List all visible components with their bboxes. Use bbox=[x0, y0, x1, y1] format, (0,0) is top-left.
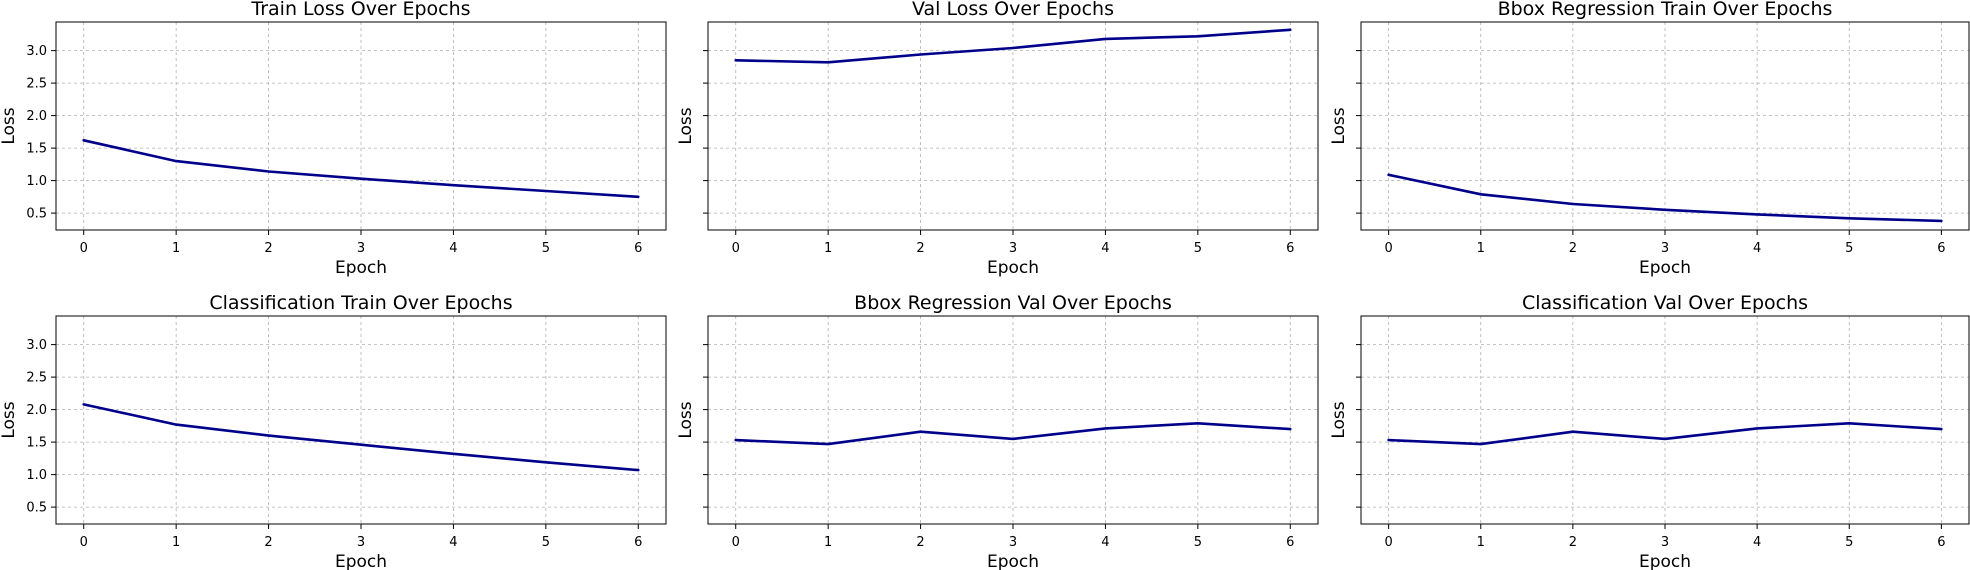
y-tick-label: 2.0 bbox=[26, 109, 47, 124]
x-tick-label: 5 bbox=[1194, 535, 1202, 550]
x-tick-label: 2 bbox=[264, 535, 272, 550]
chart-title: Classification Train Over Epochs bbox=[209, 292, 512, 314]
x-tick-label: 2 bbox=[1569, 241, 1577, 256]
x-tick-label: 4 bbox=[1101, 241, 1109, 256]
x-tick-label: 5 bbox=[542, 535, 550, 550]
x-tick-label: 4 bbox=[1101, 535, 1109, 550]
x-tick-label: 0 bbox=[80, 241, 88, 256]
x-axis-label: Epoch bbox=[1639, 258, 1691, 278]
axes-frame bbox=[707, 21, 1319, 231]
chart-title: Classification Val Over Epochs bbox=[1522, 292, 1808, 314]
chart-panel-3: 0 1 2 3 4 5 6 Bbox Regression Train Over Epochs… bbox=[1329, 0, 1970, 278]
x-tick-label: 1 bbox=[172, 535, 180, 550]
y-axis-label: Loss bbox=[676, 401, 696, 438]
x-tick-label: 1 bbox=[1477, 241, 1485, 256]
y-tick-label: 1.0 bbox=[26, 468, 47, 483]
x-tick-label: 6 bbox=[634, 535, 642, 550]
x-tick-label: 3 bbox=[357, 535, 365, 550]
loss-line bbox=[82, 139, 640, 199]
x-tick-label: 5 bbox=[1845, 241, 1853, 256]
chart-title: Val Loss Over Epochs bbox=[912, 0, 1114, 20]
axes-frame bbox=[1360, 315, 1970, 525]
y-axis-label: Loss bbox=[676, 107, 696, 144]
x-tick-label: 2 bbox=[264, 241, 272, 256]
x-tick-label: 3 bbox=[1661, 535, 1669, 550]
x-tick-label: 1 bbox=[824, 241, 832, 256]
x-tick-label: 6 bbox=[1937, 535, 1945, 550]
x-tick-label: 3 bbox=[1009, 241, 1017, 256]
y-axis-label: Loss bbox=[1329, 107, 1349, 144]
chart-panel-5: 0 1 2 3 4 5 6 Bbox Regression Val Over Epochs Ep… bbox=[676, 292, 1319, 570]
x-tick-label: 1 bbox=[172, 241, 180, 256]
x-tick-label: 0 bbox=[732, 241, 740, 256]
y-tick-label: 2.0 bbox=[26, 403, 47, 418]
chart-panel-4: 0 1 2 3 4 5 6 0.5 1.0 1.5 2.0 2.5 3.0 Classification … bbox=[0, 292, 667, 570]
y-axis-label: Loss bbox=[0, 107, 19, 144]
x-tick-label: 6 bbox=[634, 241, 642, 256]
x-tick-label: 5 bbox=[1845, 535, 1853, 550]
y-axis-label: Loss bbox=[0, 401, 19, 438]
chart-title: Train Loss Over Epochs bbox=[250, 0, 470, 20]
axes-frame bbox=[55, 21, 667, 231]
x-tick-label: 2 bbox=[1569, 535, 1577, 550]
x-tick-label: 6 bbox=[1286, 241, 1294, 256]
axes-frame bbox=[55, 315, 667, 525]
x-tick-label: 5 bbox=[542, 241, 550, 256]
y-tick-label: 3.0 bbox=[26, 44, 47, 59]
x-tick-label: 0 bbox=[1384, 241, 1392, 256]
y-axis-label: Loss bbox=[1329, 401, 1349, 438]
y-tick-label: 1.5 bbox=[26, 436, 47, 451]
x-axis-label: Epoch bbox=[335, 258, 387, 278]
x-tick-label: 5 bbox=[1194, 241, 1202, 256]
x-tick-label: 4 bbox=[449, 241, 457, 256]
loss-line bbox=[734, 421, 1292, 446]
axes-frame bbox=[707, 315, 1319, 525]
y-tick-label: 2.5 bbox=[26, 371, 47, 386]
x-tick-label: 1 bbox=[1477, 535, 1485, 550]
chart-title: Bbox Regression Train Over Epochs bbox=[1498, 0, 1833, 20]
x-axis-label: Epoch bbox=[1639, 552, 1691, 570]
y-tick-label: 1.0 bbox=[26, 174, 47, 189]
x-tick-label: 1 bbox=[824, 535, 832, 550]
x-tick-label: 3 bbox=[1661, 241, 1669, 256]
x-tick-label: 3 bbox=[357, 241, 365, 256]
loss-line bbox=[1387, 421, 1943, 446]
x-tick-label: 4 bbox=[449, 535, 457, 550]
x-axis-label: Epoch bbox=[987, 258, 1039, 278]
chart-panel-6: 0 1 2 3 4 5 6 Classification Val Over Epochs Epo… bbox=[1329, 292, 1970, 570]
chart-title: Bbox Regression Val Over Epochs bbox=[854, 292, 1172, 314]
loss-line bbox=[1387, 173, 1943, 223]
y-tick-label: 0.5 bbox=[26, 207, 47, 222]
chart-panel-1: 0 1 2 3 4 5 6 0.5 1.0 1.5 2.0 2.5 3.0 Train Loss Over… bbox=[0, 0, 667, 278]
x-tick-label: 3 bbox=[1009, 535, 1017, 550]
y-tick-label: 2.5 bbox=[26, 77, 47, 92]
y-tick-label: 0.5 bbox=[26, 501, 47, 516]
x-tick-label: 0 bbox=[1384, 535, 1392, 550]
axes-frame bbox=[1360, 21, 1970, 231]
x-tick-label: 6 bbox=[1937, 241, 1945, 256]
x-tick-label: 2 bbox=[916, 535, 924, 550]
x-tick-label: 4 bbox=[1753, 535, 1761, 550]
y-tick-label: 1.5 bbox=[26, 142, 47, 157]
y-tick-label: 3.0 bbox=[26, 338, 47, 353]
x-tick-label: 6 bbox=[1286, 535, 1294, 550]
x-tick-label: 4 bbox=[1753, 241, 1761, 256]
x-axis-label: Epoch bbox=[335, 552, 387, 570]
x-tick-label: 0 bbox=[732, 535, 740, 550]
x-tick-label: 0 bbox=[80, 535, 88, 550]
chart-panel-2: 0 1 2 3 4 5 6 Val Loss Over Epochs Epoch Loss bbox=[676, 0, 1319, 278]
x-axis-label: Epoch bbox=[987, 552, 1039, 570]
x-tick-label: 2 bbox=[916, 241, 924, 256]
